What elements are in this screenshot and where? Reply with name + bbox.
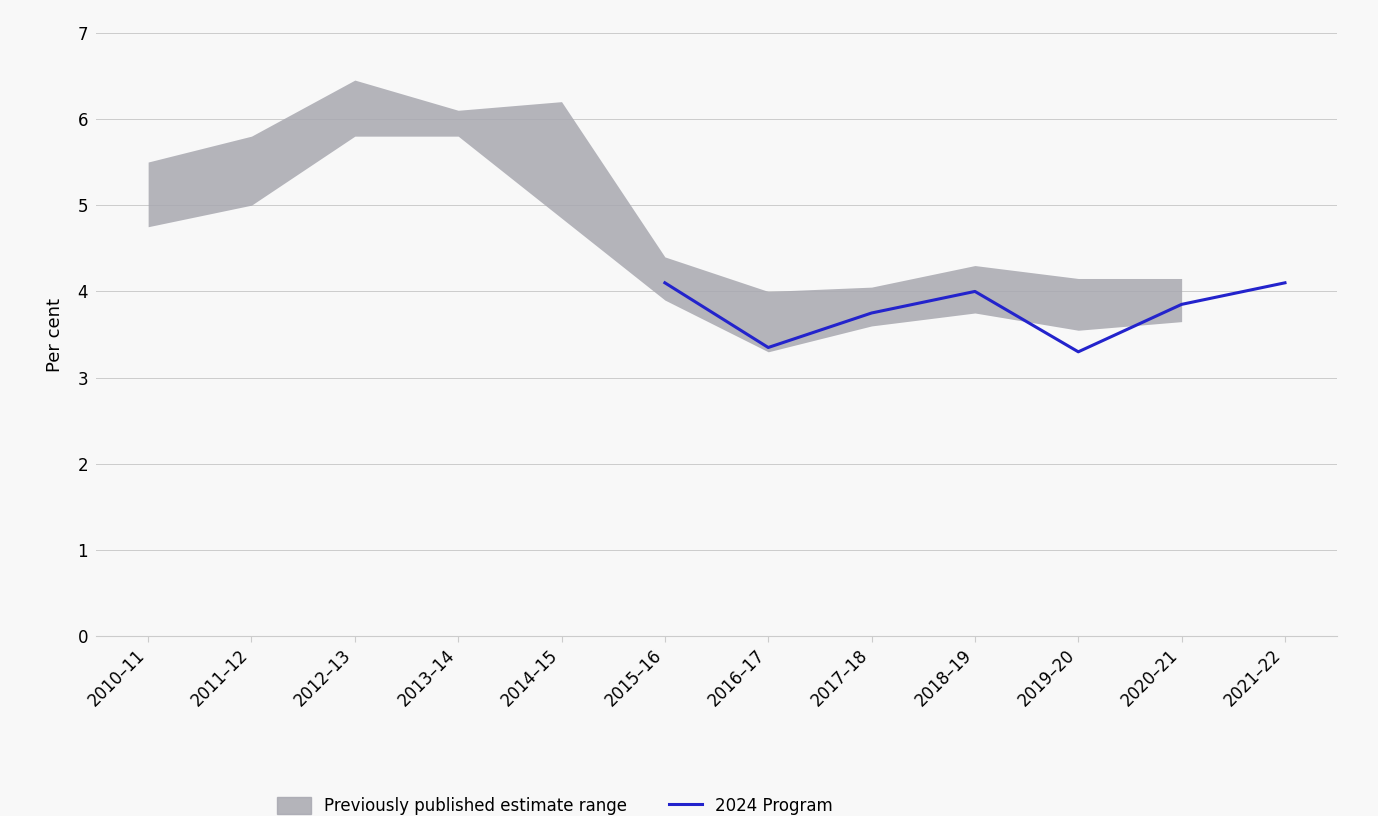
Y-axis label: Per cent: Per cent [45,298,63,371]
Legend: Previously published estimate range, 2024 Program: Previously published estimate range, 202… [271,790,839,816]
